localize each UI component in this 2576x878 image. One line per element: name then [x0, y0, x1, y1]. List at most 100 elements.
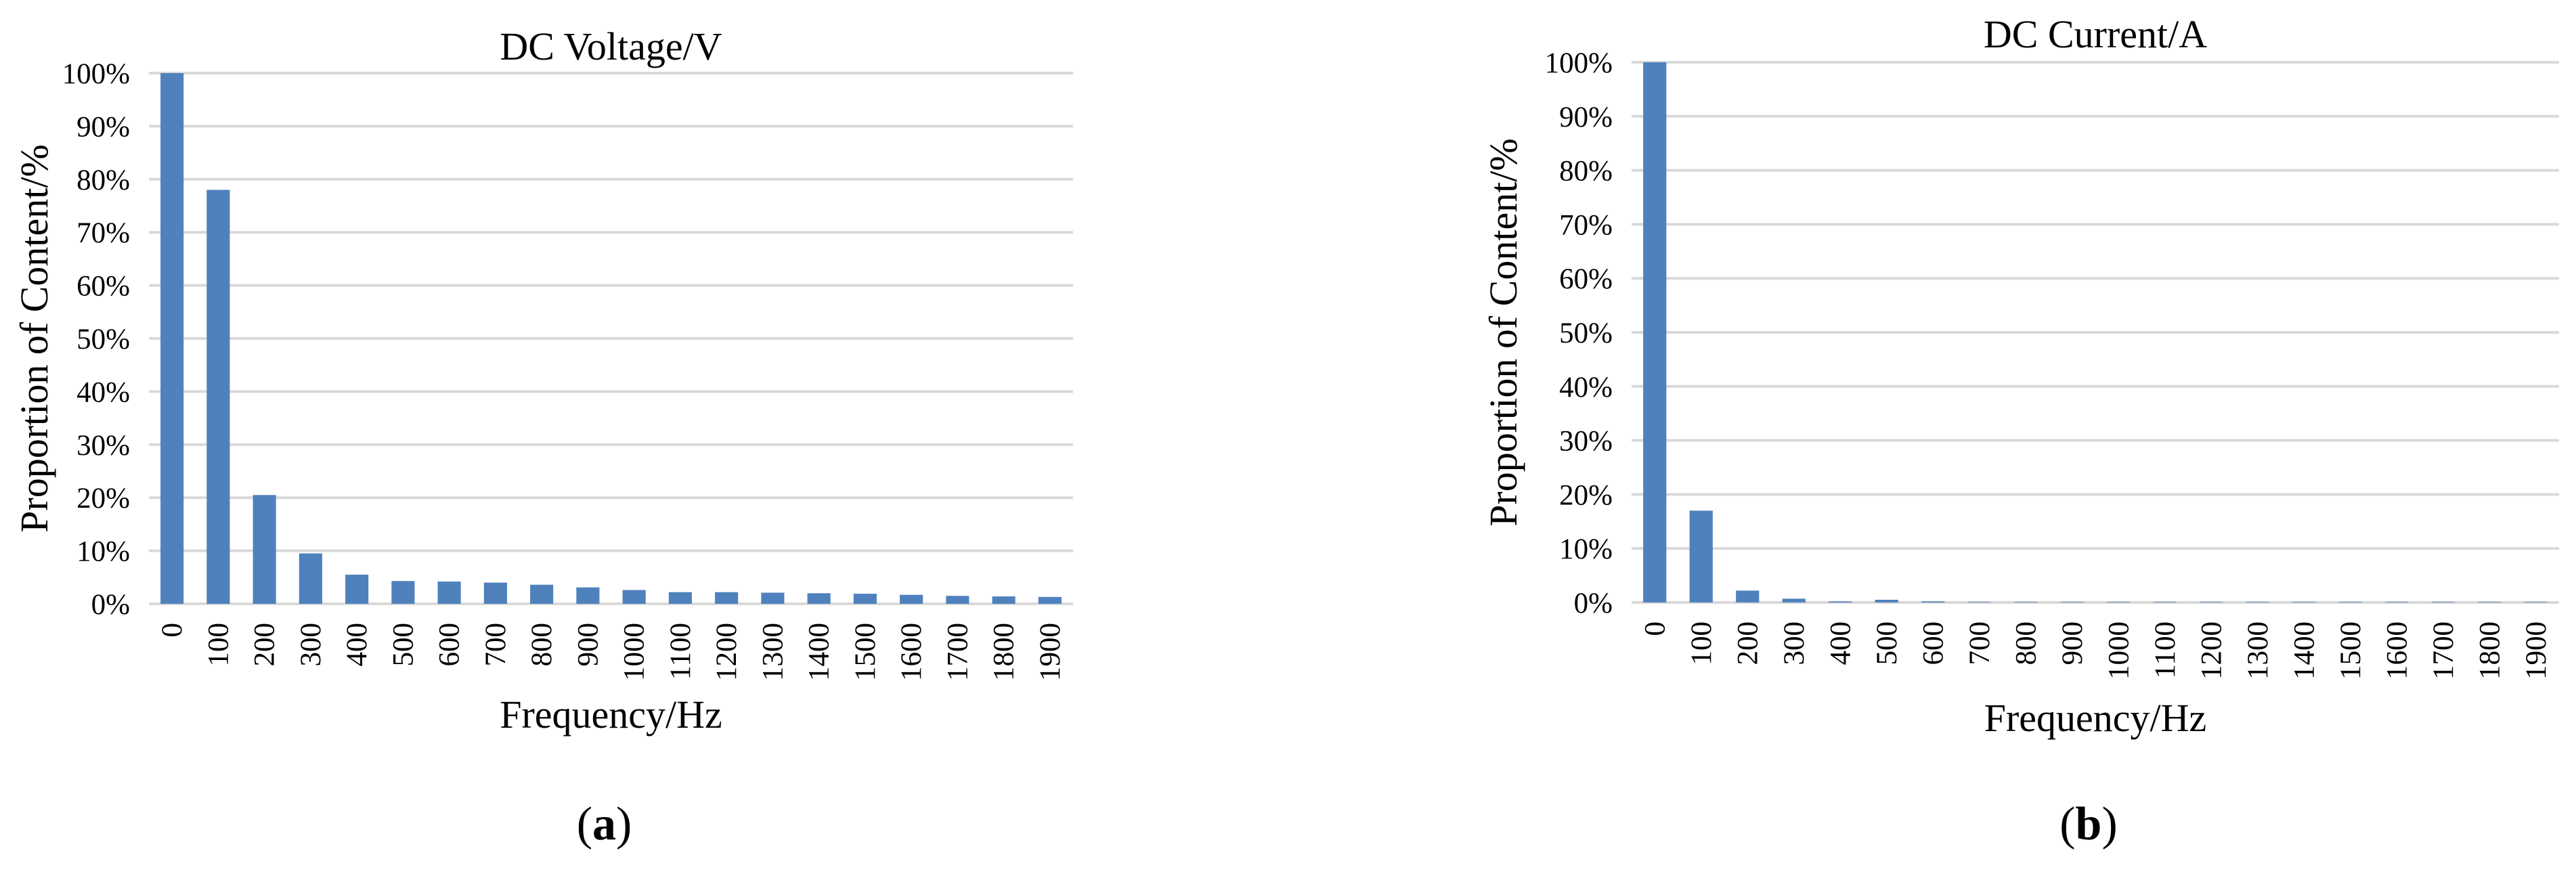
x-tick-labels: 0 100 200 300 400 500 600 700 800 900 1000 1100 1200…: [156, 623, 1066, 681]
bar: [576, 587, 600, 604]
x-tick-label: 200: [249, 623, 281, 667]
bar: [160, 73, 184, 604]
y-tick-label: 50%: [77, 324, 130, 355]
y-tick-label: 90%: [1559, 102, 1613, 133]
x-tick-label: 1300: [2242, 621, 2274, 680]
bar: [622, 590, 646, 604]
x-tick-label: 800: [526, 623, 558, 667]
x-tick-label: 1100: [665, 623, 697, 680]
y-tick-label: 60%: [1559, 263, 1613, 295]
bar: [900, 594, 923, 604]
x-tick-label: 0: [156, 623, 188, 638]
y-tick-label: 80%: [1559, 156, 1613, 188]
bar: [1829, 601, 1852, 602]
y-tick-label: 10%: [77, 536, 130, 568]
x-tick-label: 400: [341, 623, 373, 667]
bar: [437, 581, 461, 604]
x-tick-label: 1600: [896, 623, 927, 681]
panel-letter: b: [2076, 798, 2102, 850]
x-tick-label: 900: [2057, 621, 2089, 665]
y-tick-label: 60%: [77, 271, 130, 303]
gridlines: [1632, 61, 2559, 604]
y-tick-label: 70%: [77, 217, 130, 249]
y-tick-label: 100%: [1545, 47, 1613, 79]
bar: [1736, 590, 1760, 602]
chart-title: DC Current/A: [1984, 12, 2207, 56]
y-tick-label: 30%: [1559, 426, 1613, 458]
x-tick-label: 600: [434, 623, 466, 667]
bar: [1038, 596, 1062, 604]
bar: [946, 596, 969, 604]
y-tick-label: 0%: [1574, 588, 1613, 619]
x-tick-label: 1000: [2103, 621, 2135, 680]
y-tick-label: 100%: [62, 58, 130, 90]
bar: [807, 593, 831, 604]
y-tick-label: 20%: [77, 483, 130, 514]
x-tick-label: 200: [1732, 621, 1764, 665]
bar: [483, 582, 507, 604]
y-tick-label: 20%: [1559, 479, 1613, 511]
x-tick-label: 700: [1964, 621, 1996, 665]
y-tick-label: 0%: [91, 589, 130, 621]
panel-letter: a: [592, 798, 616, 850]
x-tick-label: 500: [1871, 621, 1903, 665]
bar: [992, 596, 1016, 604]
bar: [761, 592, 785, 604]
bar: [391, 581, 415, 604]
bar: [206, 190, 230, 605]
x-tick-label: 1000: [619, 623, 651, 681]
y-tick-labels: 0% 10% 20% 30% 40% 50% 60% 70% 80% 90% 100%: [62, 58, 130, 621]
bar: [299, 553, 322, 604]
y-tick-label: 10%: [1559, 533, 1613, 565]
bars: [1643, 62, 2548, 602]
bar: [715, 592, 739, 604]
x-tick-label: 1200: [711, 623, 743, 681]
x-tick-label: 400: [1825, 621, 1856, 665]
panel-label: (b): [2059, 798, 2118, 850]
x-tick-label: 300: [295, 623, 327, 667]
x-tick-label: 900: [572, 623, 604, 667]
bar: [1921, 601, 1945, 602]
y-tick-label: 50%: [1559, 317, 1613, 349]
y-tick-label: 40%: [1559, 372, 1613, 403]
x-tick-labels: 0 100 200 300 400 500 600 700 800 900 1000 1100 1200…: [1639, 621, 2552, 680]
x-tick-label: 500: [387, 623, 419, 667]
y-tick-label: 80%: [77, 164, 130, 196]
x-tick-label: 1200: [2196, 621, 2227, 680]
x-tick-label: 1800: [2474, 621, 2506, 680]
bar: [530, 584, 554, 604]
chart-panel-a: DC Voltage/V Proportion of Content/% Fre…: [12, 24, 1073, 850]
y-tick-label: 30%: [77, 430, 130, 462]
panel-label: (a): [577, 798, 632, 850]
x-tick-label: 1300: [757, 623, 789, 681]
x-tick-label: 300: [1778, 621, 1810, 665]
x-tick-label: 0: [1639, 621, 1671, 636]
x-tick-label: 100: [1686, 621, 1718, 665]
x-tick-label: 700: [480, 623, 512, 667]
x-tick-label: 1400: [804, 623, 835, 681]
x-tick-label: 1800: [988, 623, 1020, 681]
x-axis-label: Frequency/Hz: [500, 693, 722, 737]
x-tick-label: 1100: [2149, 621, 2181, 678]
y-axis-label: Proportion of Content/%: [12, 144, 56, 533]
bar: [345, 574, 369, 604]
x-axis-label: Frequency/Hz: [1984, 696, 2207, 740]
x-tick-label: 1700: [942, 623, 974, 681]
x-tick-label: 1500: [850, 623, 881, 681]
x-tick-label: 1900: [1034, 623, 1066, 681]
chart-title: DC Voltage/V: [500, 24, 722, 68]
y-tick-labels: 0% 10% 20% 30% 40% 50% 60% 70% 80% 90% 100%: [1545, 47, 1613, 619]
x-tick-label: 1900: [2520, 621, 2552, 680]
x-tick-label: 1500: [2335, 621, 2367, 680]
x-tick-label: 1700: [2428, 621, 2460, 680]
y-tick-label: 70%: [1559, 209, 1613, 241]
bars: [160, 73, 1062, 605]
x-tick-label: 1400: [2288, 621, 2320, 680]
y-axis-label: Proportion of Content/%: [1481, 138, 1525, 527]
y-tick-label: 90%: [77, 111, 130, 143]
bar: [253, 495, 276, 604]
x-tick-label: 100: [202, 623, 234, 667]
bar: [1782, 598, 1806, 602]
gridlines: [149, 72, 1073, 605]
